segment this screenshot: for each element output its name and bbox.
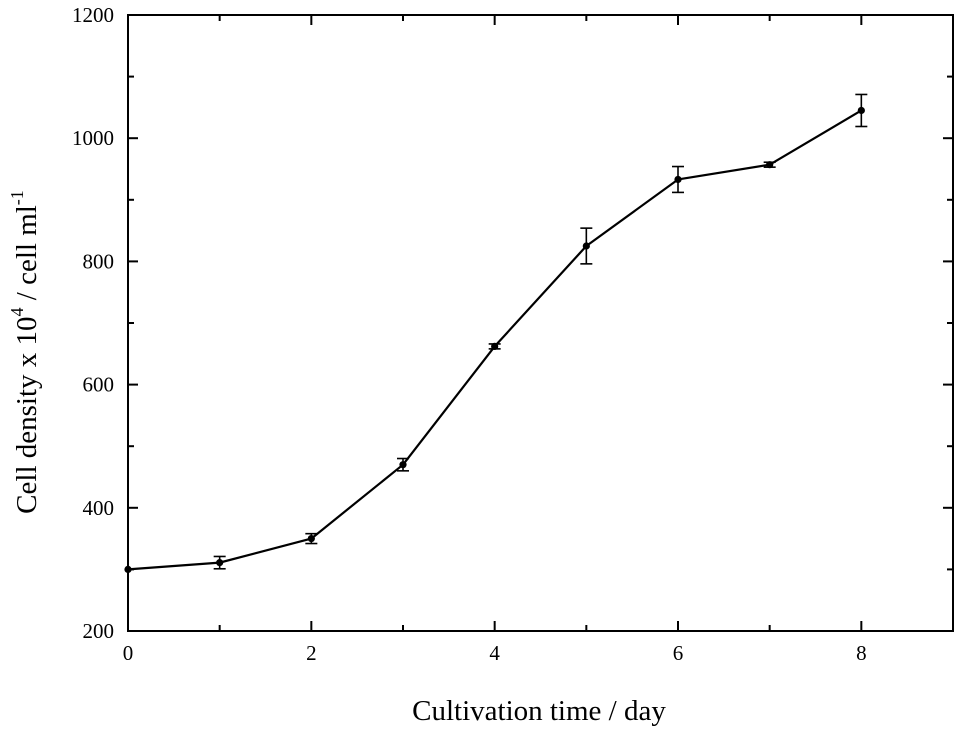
y-axis-label-unit: / cell ml <box>11 205 43 307</box>
y-axis-label-unit-exponent: -1 <box>7 190 27 205</box>
series-line <box>127 109 862 571</box>
data-point <box>857 106 865 115</box>
data-point <box>582 242 590 250</box>
data-point <box>307 535 315 543</box>
y-axis-label-main: Cell density x 10 <box>11 316 43 513</box>
y-tick-label: 400 <box>83 496 115 520</box>
x-tick-label: 4 <box>489 641 500 665</box>
data-point <box>674 175 682 184</box>
x-tick-label: 2 <box>306 641 317 665</box>
y-tick-label: 800 <box>83 249 115 273</box>
plot-frame <box>127 14 954 632</box>
y-tick-label: 1200 <box>72 3 114 27</box>
data-point <box>491 342 499 351</box>
data-point <box>766 161 774 169</box>
x-tick-label: 8 <box>856 641 867 665</box>
data-point <box>216 559 224 567</box>
y-tick-label: 200 <box>83 619 115 643</box>
y-axis-label: Cell density x 104 / cell ml-1 <box>7 190 43 514</box>
y-tick-label: 600 <box>83 373 115 397</box>
axis-labels: Cultivation time / day Cell density x 10… <box>7 190 666 727</box>
x-axis-label: Cultivation time / day <box>412 695 666 727</box>
data-point <box>399 461 407 469</box>
x-tick-label: 0 <box>123 641 134 665</box>
axes: 0 2 4 6 8 200 400 600 800 1000 1200 <box>72 3 954 665</box>
data-point <box>124 565 132 574</box>
y-axis-label-exponent: 4 <box>7 307 27 316</box>
y-tick-label: 1000 <box>72 126 114 150</box>
x-tick-label: 6 <box>673 641 684 665</box>
plot-area <box>124 93 868 574</box>
